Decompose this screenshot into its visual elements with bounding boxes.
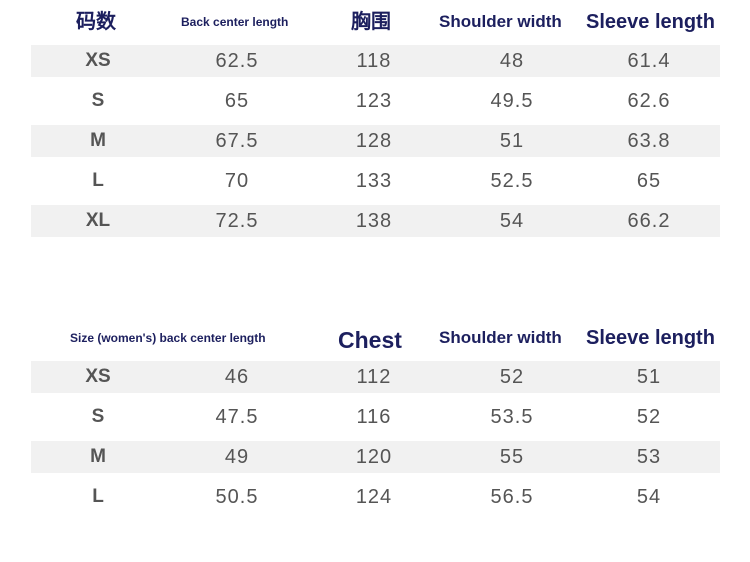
header-size-label: 码数	[76, 11, 116, 33]
header-size-back-center-length: Size (women's) back center length	[70, 331, 266, 345]
size-table-1: XS 62.5 118 48 61.4 S 65 123 49.5 62.6 M…	[31, 45, 720, 245]
chest-cell: 133	[355, 170, 393, 192]
sleeve-cell: 66.2	[627, 210, 671, 232]
header-chest: Chest	[338, 327, 402, 353]
chest-cell: 120	[355, 446, 393, 468]
size-cell: XS	[85, 50, 111, 71]
sleeve-cell: 51	[636, 366, 662, 388]
shoulder-cell: 51	[499, 130, 525, 152]
table-row: S 47.5 116 53.5 52	[31, 401, 720, 433]
size-cell: S	[91, 406, 105, 427]
size-cell: S	[91, 90, 105, 111]
sleeve-cell: 65	[636, 170, 662, 192]
size-cell: L	[92, 486, 104, 507]
sleeve-cell: 52	[636, 406, 662, 428]
chest-cell: 123	[355, 90, 393, 112]
chest-cell: 118	[356, 50, 392, 72]
back-length-cell: 46	[224, 366, 250, 388]
size-cell: M	[90, 446, 106, 467]
back-length-cell: 65	[224, 90, 250, 112]
table-row: L 50.5 124 56.5 54	[31, 481, 720, 513]
size-cell: XS	[85, 366, 111, 387]
chest-cell: 112	[356, 366, 392, 388]
size-cell: L	[92, 170, 104, 191]
header-shoulder-width: Shoulder width	[439, 12, 562, 31]
table-row: XL 72.5 138 54 66.2	[31, 205, 720, 237]
back-length-cell: 62.5	[215, 50, 259, 72]
header-back-center-length: Back center length	[181, 15, 289, 29]
sleeve-cell: 63.8	[627, 130, 671, 152]
shoulder-cell: 56.5	[490, 486, 534, 508]
table1-header: 码数 Back center length 胸围 Shoulder width …	[0, 2, 750, 42]
shoulder-cell: 49.5	[490, 90, 534, 112]
shoulder-cell: 48	[499, 50, 525, 72]
shoulder-cell: 54	[499, 210, 525, 232]
back-length-cell: 50.5	[215, 486, 259, 508]
shoulder-cell: 52.5	[490, 170, 534, 192]
back-length-cell: 67.5	[215, 130, 259, 152]
size-cell: M	[90, 130, 106, 151]
table-row: L 70 133 52.5 65	[31, 165, 720, 197]
size-table-2: XS 46 112 52 51 S 47.5 116 53.5 52 M 49 …	[31, 361, 720, 521]
header-sleeve-length: Sleeve length	[586, 327, 715, 349]
table-row: M 67.5 128 51 63.8	[31, 125, 720, 157]
table-row: S 65 123 49.5 62.6	[31, 85, 720, 117]
header-shoulder-width: Shoulder width	[439, 328, 562, 347]
header-chest: 胸围	[351, 11, 391, 33]
shoulder-cell: 53.5	[490, 406, 534, 428]
table-row: XS 46 112 52 51	[31, 361, 720, 393]
shoulder-cell: 55	[499, 446, 525, 468]
table-row: M 49 120 55 53	[31, 441, 720, 473]
sleeve-cell: 53	[636, 446, 662, 468]
chest-cell: 124	[355, 486, 393, 508]
chest-cell: 128	[355, 130, 393, 152]
back-length-cell: 70	[224, 170, 250, 192]
back-length-cell: 49	[224, 446, 250, 468]
sleeve-cell: 62.6	[627, 90, 671, 112]
shoulder-cell: 52	[499, 366, 525, 388]
sleeve-cell: 54	[636, 486, 662, 508]
size-cell: XL	[85, 210, 111, 231]
chest-cell: 138	[355, 210, 393, 232]
table-row: XS 62.5 118 48 61.4	[31, 45, 720, 77]
chest-cell: 116	[356, 406, 392, 428]
back-length-cell: 47.5	[215, 406, 259, 428]
back-length-cell: 72.5	[215, 210, 259, 232]
sleeve-cell: 61.4	[627, 50, 671, 72]
header-sleeve-length: Sleeve length	[586, 11, 715, 33]
table2-header: Size (women's) back center length Chest …	[0, 318, 750, 358]
